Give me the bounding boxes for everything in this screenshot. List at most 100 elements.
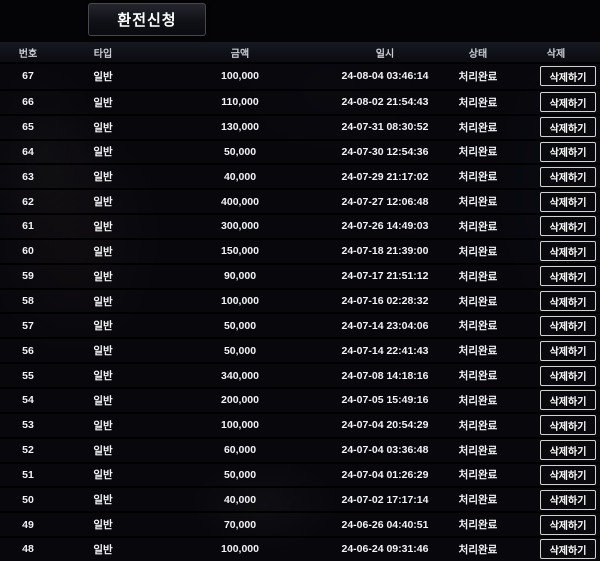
row-amount-cell: 100,000 [221, 419, 259, 432]
row-status-cell: 처리완료 [458, 370, 498, 383]
table-body: 67 일반 100,000 24-08-04 03:46:14 처리완료 삭제하… [0, 64, 600, 561]
table-row: 59 일반 90,000 24-07-17 21:51:12 처리완료 삭제하기 [0, 262, 600, 288]
delete-button[interactable]: 삭제하기 [540, 291, 596, 312]
table-row: 50 일반 40,000 24-07-02 17:17:14 처리완료 삭제하기 [0, 486, 600, 512]
row-type-cell: 일반 [93, 444, 113, 457]
row-number-cell: 65 [22, 121, 34, 134]
table-header-row: 번호 타입 금액 일시 상태 삭제 [0, 42, 600, 64]
delete-button[interactable]: 삭제하기 [540, 390, 596, 411]
row-type-cell: 일반 [93, 320, 113, 333]
row-type-cell: 일반 [93, 270, 113, 283]
row-delete-cell: 삭제하기 [516, 439, 600, 462]
delete-button[interactable]: 삭제하기 [540, 365, 596, 386]
delete-button[interactable]: 삭제하기 [540, 241, 596, 262]
row-amount-cell: 400,000 [221, 195, 259, 208]
delete-button[interactable]: 삭제하기 [540, 266, 596, 287]
row-type-cell: 일반 [93, 370, 113, 383]
row-type-cell: 일반 [93, 543, 113, 556]
row-amount-cell: 100,000 [221, 295, 259, 308]
delete-button[interactable]: 삭제하기 [540, 117, 596, 138]
delete-button[interactable]: 삭제하기 [540, 415, 596, 436]
row-datetime-cell: 24-07-29 21:17:02 [341, 170, 429, 183]
delete-button[interactable]: 삭제하기 [540, 440, 596, 461]
table-row: 48 일반 100,000 24-06-24 09:31:46 처리완료 삭제하… [0, 536, 600, 561]
delete-button[interactable]: 삭제하기 [540, 315, 596, 336]
row-amount-cell: 50,000 [223, 319, 257, 332]
row-delete-cell: 삭제하기 [516, 364, 600, 387]
row-status-cell: 처리완료 [458, 494, 498, 507]
table-row: 51 일반 50,000 24-07-04 01:26:29 처리완료 삭제하기 [0, 461, 600, 487]
row-amount-cell: 300,000 [221, 220, 259, 233]
row-status-cell: 처리완료 [458, 295, 498, 308]
row-amount-cell: 100,000 [221, 70, 259, 83]
row-datetime-cell: 24-08-02 21:54:43 [341, 96, 429, 109]
delete-button[interactable]: 삭제하기 [540, 539, 596, 560]
table-row: 49 일반 70,000 24-06-26 04:40:51 처리완료 삭제하기 [0, 511, 600, 537]
row-amount-cell: 100,000 [221, 543, 259, 556]
delete-button[interactable]: 삭제하기 [540, 166, 596, 187]
row-number-cell: 67 [22, 70, 34, 83]
row-datetime-cell: 24-07-31 08:30:52 [341, 121, 429, 134]
table-row: 65 일반 130,000 24-07-31 08:30:52 처리완료 삭제하… [0, 113, 600, 139]
row-status-cell: 처리완료 [458, 96, 498, 109]
table-row: 54 일반 200,000 24-07-05 15:49:16 처리완료 삭제하… [0, 386, 600, 412]
row-status-cell: 처리완료 [458, 70, 498, 83]
row-amount-cell: 110,000 [221, 96, 259, 109]
row-number-cell: 57 [22, 319, 34, 332]
row-amount-cell: 40,000 [223, 170, 257, 183]
row-number-cell: 55 [22, 369, 34, 382]
table-row: 57 일반 50,000 24-07-14 23:04:06 처리완료 삭제하기 [0, 312, 600, 338]
row-number-cell: 60 [22, 245, 34, 258]
row-delete-cell: 삭제하기 [516, 215, 600, 238]
delete-button[interactable]: 삭제하기 [540, 191, 596, 212]
delete-button[interactable]: 삭제하기 [540, 216, 596, 237]
row-type-cell: 일반 [93, 345, 113, 358]
row-delete-cell: 삭제하기 [516, 290, 600, 313]
row-amount-cell: 50,000 [223, 468, 257, 481]
row-status-cell: 처리완료 [458, 444, 498, 457]
delete-button[interactable]: 삭제하기 [540, 141, 596, 162]
row-status-cell: 처리완료 [458, 121, 498, 134]
row-type-cell: 일반 [93, 146, 113, 159]
table-row: 64 일반 50,000 24-07-30 12:54:36 처리완료 삭제하기 [0, 138, 600, 164]
delete-button[interactable]: 삭제하기 [540, 464, 596, 485]
row-type-cell: 일반 [93, 70, 113, 83]
row-number-cell: 56 [22, 344, 34, 357]
table-row: 61 일반 300,000 24-07-26 14:49:03 처리완료 삭제하… [0, 213, 600, 238]
row-delete-cell: 삭제하기 [516, 91, 600, 114]
delete-button[interactable]: 삭제하기 [540, 489, 596, 510]
row-delete-cell: 삭제하기 [516, 240, 600, 263]
row-number-cell: 54 [22, 394, 34, 407]
row-amount-cell: 50,000 [223, 344, 257, 357]
row-datetime-cell: 24-07-18 21:39:00 [341, 245, 429, 258]
column-header-delete: 삭제 [546, 48, 566, 60]
row-datetime-cell: 24-07-04 20:54:29 [341, 419, 429, 432]
row-delete-cell: 삭제하기 [516, 165, 600, 188]
delete-button[interactable]: 삭제하기 [540, 66, 596, 87]
row-number-cell: 66 [22, 96, 34, 109]
row-status-cell: 처리완료 [458, 519, 498, 532]
table-row: 67 일반 100,000 24-08-04 03:46:14 처리완료 삭제하… [0, 64, 600, 89]
row-datetime-cell: 24-07-04 01:26:29 [341, 468, 429, 481]
row-delete-cell: 삭제하기 [516, 464, 600, 487]
row-type-cell: 일반 [93, 295, 113, 308]
exchange-apply-button[interactable]: 환전신청 [88, 3, 206, 36]
row-number-cell: 52 [22, 444, 34, 457]
delete-button[interactable]: 삭제하기 [540, 92, 596, 113]
row-status-cell: 처리완료 [458, 394, 498, 407]
delete-button[interactable]: 삭제하기 [540, 514, 596, 535]
column-header-datetime: 일시 [375, 48, 395, 60]
row-datetime-cell: 24-06-24 09:31:46 [341, 543, 429, 556]
table-row: 55 일반 340,000 24-07-08 14:18:16 처리완료 삭제하… [0, 362, 600, 387]
row-amount-cell: 70,000 [223, 518, 257, 531]
row-datetime-cell: 24-07-05 15:49:16 [341, 394, 429, 407]
delete-button[interactable]: 삭제하기 [540, 340, 596, 361]
row-datetime-cell: 24-07-16 02:28:32 [341, 295, 429, 308]
row-amount-cell: 340,000 [221, 369, 259, 382]
row-number-cell: 63 [22, 170, 34, 183]
row-number-cell: 59 [22, 270, 34, 283]
row-amount-cell: 60,000 [223, 444, 257, 457]
row-type-cell: 일반 [93, 419, 113, 432]
row-amount-cell: 40,000 [223, 493, 257, 506]
row-type-cell: 일반 [93, 196, 113, 209]
